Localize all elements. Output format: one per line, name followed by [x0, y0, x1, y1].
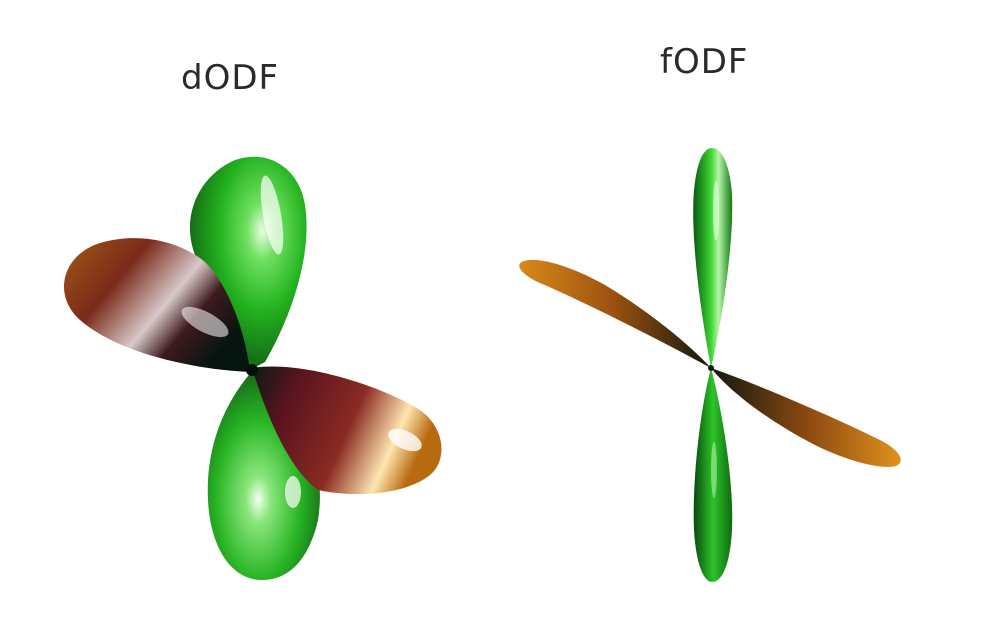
fodf-lower-petal — [693, 368, 733, 582]
dodf-left-lobe — [63, 238, 250, 372]
fodf-upper-highlight — [713, 180, 719, 240]
dodf-right-highlight — [388, 428, 422, 452]
dodf-glyph — [63, 156, 442, 580]
dodf-center — [246, 364, 258, 376]
fodf-glyph — [519, 148, 901, 582]
dodf-right-lobe — [252, 366, 442, 495]
fodf-lower-highlight — [711, 442, 717, 498]
fodf-left-petal — [519, 259, 711, 368]
fodf-title: fODF — [660, 42, 749, 82]
dodf-upper-highlight — [260, 175, 284, 255]
dodf-lower-highlight — [285, 476, 301, 508]
fodf-upper-petal — [693, 148, 733, 368]
fodf-center — [708, 365, 714, 371]
dodf-left-highlight — [181, 306, 229, 338]
fodf-right-petal — [711, 368, 901, 467]
dodf-title: dODF — [181, 58, 280, 98]
